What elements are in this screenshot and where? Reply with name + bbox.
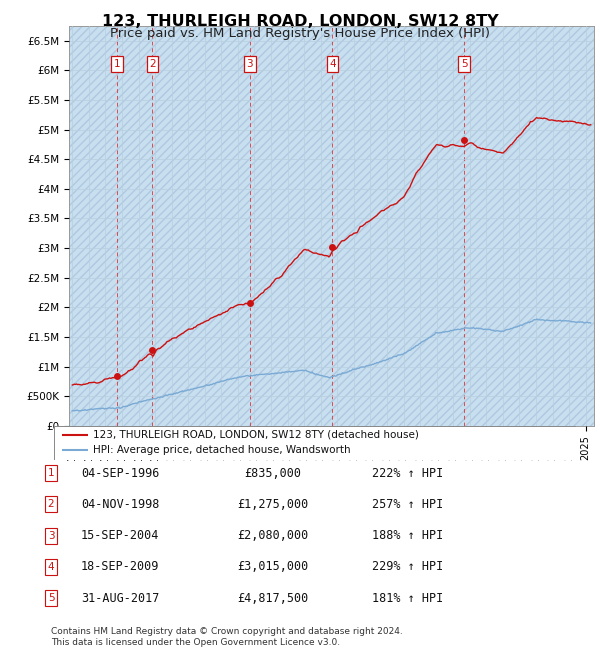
Text: 123, THURLEIGH ROAD, LONDON, SW12 8TY: 123, THURLEIGH ROAD, LONDON, SW12 8TY <box>101 14 499 29</box>
Text: 3: 3 <box>247 59 253 69</box>
Text: 15-SEP-2004: 15-SEP-2004 <box>81 529 159 542</box>
Text: 3: 3 <box>47 530 55 541</box>
Text: £835,000: £835,000 <box>245 467 302 480</box>
Text: This data is licensed under the Open Government Licence v3.0.: This data is licensed under the Open Gov… <box>51 638 340 647</box>
Text: 4: 4 <box>329 59 336 69</box>
Text: £4,817,500: £4,817,500 <box>238 592 308 604</box>
Text: 4: 4 <box>47 562 55 572</box>
Text: 222% ↑ HPI: 222% ↑ HPI <box>373 467 443 480</box>
Text: 2: 2 <box>149 59 156 69</box>
Text: 181% ↑ HPI: 181% ↑ HPI <box>373 592 443 604</box>
Text: £2,080,000: £2,080,000 <box>238 529 308 542</box>
Text: 123, THURLEIGH ROAD, LONDON, SW12 8TY (detached house): 123, THURLEIGH ROAD, LONDON, SW12 8TY (d… <box>93 430 419 440</box>
Text: 188% ↑ HPI: 188% ↑ HPI <box>373 529 443 542</box>
Text: 31-AUG-2017: 31-AUG-2017 <box>81 592 159 604</box>
Text: 257% ↑ HPI: 257% ↑ HPI <box>373 498 443 511</box>
Text: Contains HM Land Registry data © Crown copyright and database right 2024.: Contains HM Land Registry data © Crown c… <box>51 627 403 636</box>
Text: 1: 1 <box>47 468 55 478</box>
Text: 5: 5 <box>47 593 55 603</box>
Text: £1,275,000: £1,275,000 <box>238 498 308 511</box>
Text: 5: 5 <box>461 59 467 69</box>
Text: £3,015,000: £3,015,000 <box>238 560 308 573</box>
Text: 229% ↑ HPI: 229% ↑ HPI <box>373 560 443 573</box>
Text: 04-NOV-1998: 04-NOV-1998 <box>81 498 159 511</box>
Text: HPI: Average price, detached house, Wandsworth: HPI: Average price, detached house, Wand… <box>93 445 351 456</box>
Text: 04-SEP-1996: 04-SEP-1996 <box>81 467 159 480</box>
Text: 1: 1 <box>113 59 120 69</box>
Text: Price paid vs. HM Land Registry's House Price Index (HPI): Price paid vs. HM Land Registry's House … <box>110 27 490 40</box>
Text: 2: 2 <box>47 499 55 510</box>
Text: 18-SEP-2009: 18-SEP-2009 <box>81 560 159 573</box>
